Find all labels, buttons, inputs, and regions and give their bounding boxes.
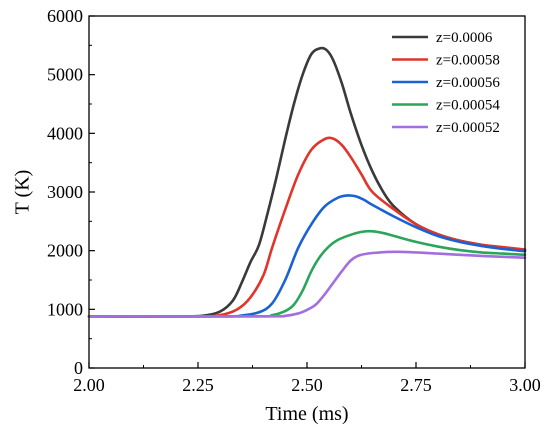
x-tick-label: 3.00: [509, 375, 541, 395]
x-tick-label: 2.75: [400, 375, 432, 395]
series-line-3: [87, 194, 527, 318]
y-tick-label: 5000: [47, 65, 83, 85]
legend-label-2: z=0.00058: [436, 53, 500, 69]
axis-layer: 2.00 2.25 2.50 2.75 3.00 0 1000 2000 3000 4000 500…: [47, 6, 541, 395]
y-tick-label: 6000: [47, 6, 83, 26]
series-layer: [87, 46, 527, 318]
x-tick-label: 2.50: [291, 375, 323, 395]
legend-label-1: z=0.0006: [436, 30, 493, 46]
x-axis-title: Time (ms): [265, 403, 348, 425]
legend-label-3: z=0.00056: [436, 75, 500, 91]
y-tick-label: 4000: [47, 123, 83, 143]
y-tick-label: 3000: [47, 182, 83, 202]
y-tick-label: 2000: [47, 241, 83, 261]
legend: z=0.0006 z=0.00058 z=0.00056 z=0.00054 z=0.0…: [392, 30, 500, 136]
x-tick-label: 2.00: [73, 375, 105, 395]
series-line-4: [87, 229, 527, 318]
x-tick-label: 2.25: [182, 375, 214, 395]
series-line-2: [87, 136, 527, 318]
y-axis-title: T (K): [12, 170, 34, 215]
legend-label-4: z=0.00054: [436, 98, 500, 114]
y-tick-label: 0: [74, 358, 83, 378]
y-tick-label: 1000: [47, 299, 83, 319]
series-line-5: [87, 250, 527, 318]
legend-label-5: z=0.00052: [436, 120, 500, 136]
